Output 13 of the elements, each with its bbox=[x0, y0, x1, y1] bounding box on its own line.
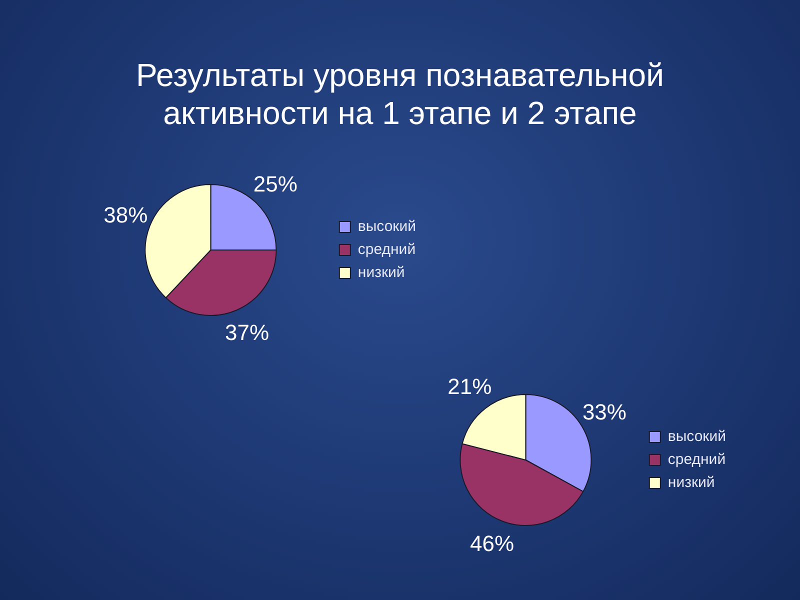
data-label: 33% bbox=[582, 399, 626, 424]
data-label: 21% bbox=[448, 374, 492, 399]
data-label: 37% bbox=[225, 320, 270, 346]
legend-label: низкий bbox=[668, 474, 715, 492]
legend-label: высокий bbox=[668, 428, 726, 446]
chart-title: Результаты уровня познавательной активности на 1 этапе и 2 этапе bbox=[135, 56, 665, 132]
legend-label: средний bbox=[358, 241, 416, 258]
legend-label: высокий bbox=[358, 218, 416, 236]
legend-label: низкий bbox=[358, 264, 405, 282]
data-label: 38% bbox=[104, 202, 148, 228]
data-label: 46% bbox=[470, 531, 514, 556]
legend-label: средний bbox=[668, 451, 726, 468]
data-label: 25% bbox=[253, 171, 298, 196]
